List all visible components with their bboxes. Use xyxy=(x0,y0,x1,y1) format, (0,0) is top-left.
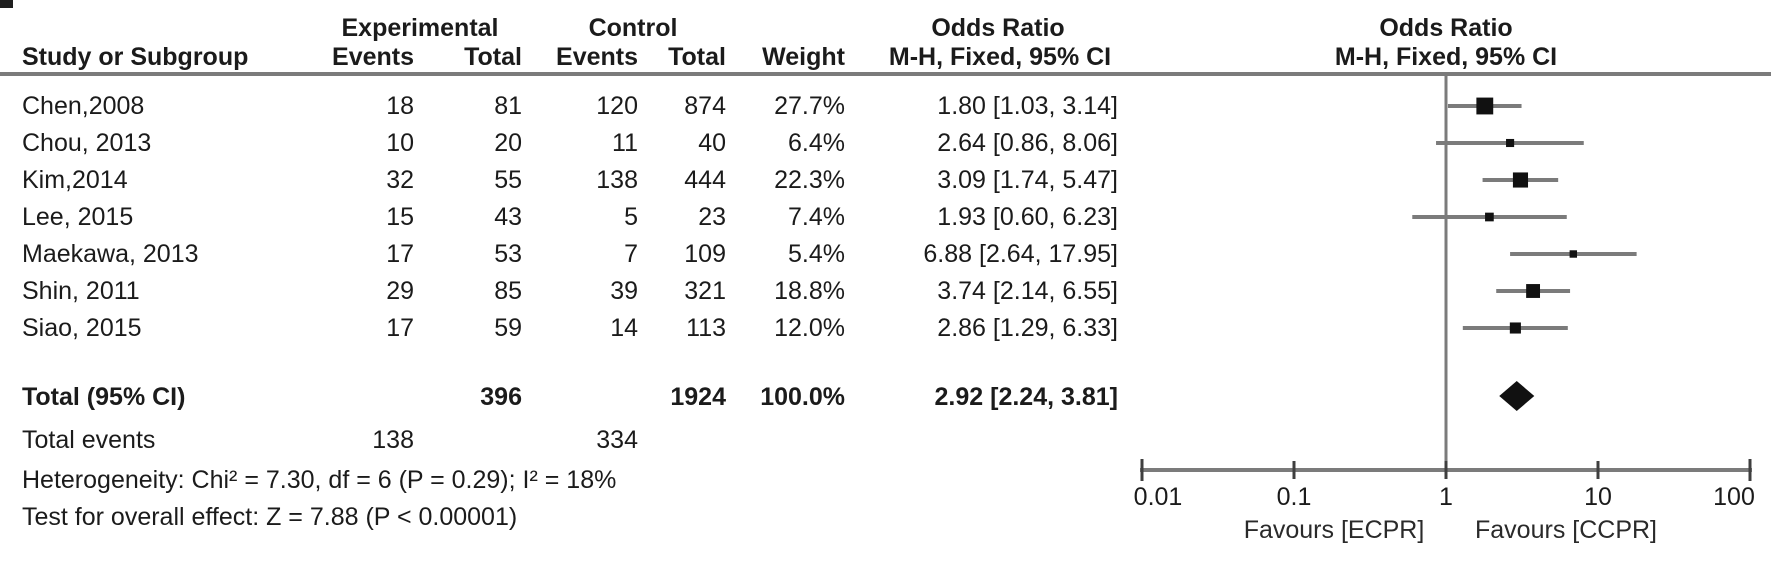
x-tick-label: 0.1 xyxy=(1276,483,1312,511)
weight: 5.4% xyxy=(788,240,845,268)
table-row: Chou, 2013 10 20 11 40 6.4% 2.64 [0.86, … xyxy=(0,125,1180,162)
x-tick-label: 0.01 xyxy=(1133,483,1183,511)
header-study: Study or Subgroup xyxy=(22,43,249,71)
total-events-row: Total events 138 334 xyxy=(0,422,1180,459)
ctrl-events: 14 xyxy=(610,314,638,342)
total-row: Total (95% CI) 396 1924 100.0% 2.92 [2.2… xyxy=(0,379,1180,416)
ctrl-total: 444 xyxy=(684,166,726,194)
exp-events: 18 xyxy=(386,92,414,120)
weight: 22.3% xyxy=(774,166,845,194)
exp-total: 20 xyxy=(494,129,522,157)
ctrl-events: 5 xyxy=(624,203,638,231)
x-tick-label: 1 xyxy=(1439,483,1453,511)
ctrl-events: 39 xyxy=(610,277,638,305)
study-label: Siao, 2015 xyxy=(22,314,142,342)
exp-events: 15 xyxy=(386,203,414,231)
corner-artifact xyxy=(0,0,13,8)
or-ci-text: 1.93 [0.60, 6.23] xyxy=(937,203,1118,231)
overall-effect-text: Test for overall effect: Z = 7.88 (P < 0… xyxy=(22,503,518,531)
total-exp-total: 396 xyxy=(480,383,522,411)
study-label: Chen,2008 xyxy=(22,92,145,120)
header-exp-events: Events xyxy=(332,43,414,71)
total-or-ci-text: 2.92 [2.24, 3.81] xyxy=(934,383,1118,411)
weight: 27.7% xyxy=(774,92,845,120)
exp-total: 85 xyxy=(494,277,522,305)
effect-square xyxy=(1569,250,1578,258)
header-rule xyxy=(0,72,1771,76)
exp-events: 17 xyxy=(386,240,414,268)
effect-square xyxy=(1476,97,1494,115)
exp-total: 81 xyxy=(494,92,522,120)
exp-total: 59 xyxy=(494,314,522,342)
header-mh-method-text: M-H, Fixed, 95% CI xyxy=(888,43,1112,71)
or-ci-text: 3.74 [2.14, 6.55] xyxy=(937,277,1118,305)
weight: 6.4% xyxy=(788,129,845,157)
weight: 12.0% xyxy=(774,314,845,342)
total-events-ctrl: 334 xyxy=(596,426,638,454)
or-ci-text: 2.86 [1.29, 6.33] xyxy=(937,314,1118,342)
total-events-exp: 138 xyxy=(372,426,414,454)
ctrl-total: 109 xyxy=(684,240,726,268)
ctrl-total: 113 xyxy=(686,314,726,342)
study-label: Maekawa, 2013 xyxy=(22,240,199,268)
header-ctrl-total: Total xyxy=(668,43,726,71)
x-tick-label: 10 xyxy=(1584,483,1612,511)
effect-square xyxy=(1485,212,1494,222)
or-ci-text: 1.80 [1.03, 3.14] xyxy=(937,92,1118,120)
exp-events: 10 xyxy=(386,129,414,157)
study-label: Shin, 2011 xyxy=(22,277,140,305)
total-label: Total (95% CI) xyxy=(22,383,186,411)
header-odds-ratio-text: Odds Ratio xyxy=(931,14,1065,42)
ctrl-total: 874 xyxy=(684,92,726,120)
header-mh-method-plot: M-H, Fixed, 95% CI xyxy=(1334,43,1558,71)
header-odds-ratio-plot: Odds Ratio xyxy=(1379,14,1513,42)
exp-events: 32 xyxy=(386,166,414,194)
exp-total: 55 xyxy=(494,166,522,194)
study-label: Kim,2014 xyxy=(22,166,128,194)
effect-square xyxy=(1509,322,1521,334)
weight: 18.8% xyxy=(774,277,845,305)
total-diamond xyxy=(1499,381,1535,411)
exp-events: 17 xyxy=(386,314,414,342)
ctrl-events: 138 xyxy=(596,166,638,194)
or-ci-text: 6.88 [2.64, 17.95] xyxy=(923,240,1118,268)
effect-square xyxy=(1506,138,1515,148)
heterogeneity-text: Heterogeneity: Chi² = 7.30, df = 6 (P = … xyxy=(22,466,617,494)
ctrl-events: 120 xyxy=(596,92,638,120)
effect-square xyxy=(1526,284,1541,298)
table-row: Kim,2014 32 55 138 444 22.3% 3.09 [1.74,… xyxy=(0,162,1180,199)
favours-left-label: Favours [ECPR] xyxy=(1243,516,1425,544)
header-exp-total: Total xyxy=(464,43,522,71)
total-ctrl-total: 1924 xyxy=(670,383,726,411)
favours-right-label: Favours [CCPR] xyxy=(1475,516,1657,544)
or-ci-text: 3.09 [1.74, 5.47] xyxy=(937,166,1118,194)
header-control-group: Control xyxy=(588,14,678,42)
exp-total: 43 xyxy=(494,203,522,231)
or-ci-text: 2.64 [0.86, 8.06] xyxy=(937,129,1118,157)
total-weight: 100.0% xyxy=(760,383,845,411)
exp-events: 29 xyxy=(386,277,414,305)
header-ctrl-events: Events xyxy=(556,43,638,71)
table-row: Shin, 2011 29 85 39 321 18.8% 3.74 [2.14… xyxy=(0,273,1180,310)
ctrl-total: 321 xyxy=(684,277,726,305)
ctrl-events: 7 xyxy=(624,240,638,268)
ctrl-total: 23 xyxy=(698,203,726,231)
ctrl-total: 40 xyxy=(698,129,726,157)
table-row: Maekawa, 2013 17 53 7 109 5.4% 6.88 [2.6… xyxy=(0,236,1180,273)
ctrl-events: 11 xyxy=(612,129,638,157)
effect-square xyxy=(1512,172,1529,188)
study-label: Lee, 2015 xyxy=(22,203,134,231)
weight: 7.4% xyxy=(788,203,845,231)
header-experimental-group: Experimental xyxy=(341,14,499,42)
exp-total: 53 xyxy=(494,240,522,268)
table-row: Siao, 2015 17 59 14 113 12.0% 2.86 [1.29… xyxy=(0,310,1180,347)
x-tick-label: 100 xyxy=(1713,483,1755,511)
header-weight: Weight xyxy=(762,43,845,71)
study-label: Chou, 2013 xyxy=(22,129,152,157)
table-row: Chen,2008 18 81 120 874 27.7% 1.80 [1.03… xyxy=(0,88,1180,125)
table-row: Lee, 2015 15 43 5 23 7.4% 1.93 [0.60, 6.… xyxy=(0,199,1180,236)
total-events-label: Total events xyxy=(22,426,156,454)
